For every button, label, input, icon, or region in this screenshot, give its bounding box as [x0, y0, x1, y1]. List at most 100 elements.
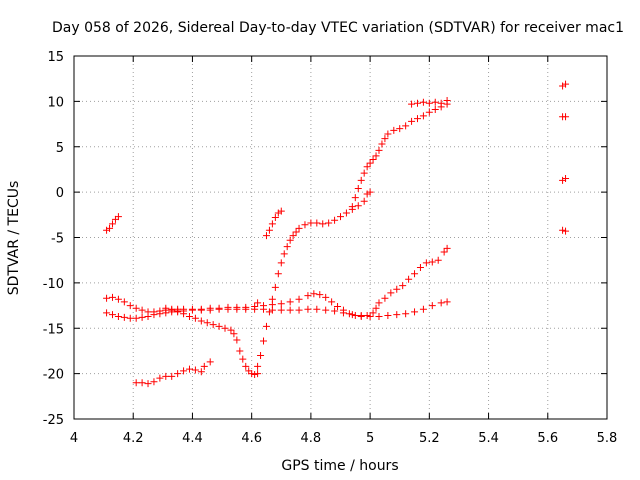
data-point [277, 259, 285, 267]
x-tick-label: 4.6 [241, 431, 262, 446]
data-point [354, 184, 362, 192]
data-point [197, 306, 205, 314]
data-point [348, 311, 356, 319]
y-tick-label: 15 [47, 50, 64, 65]
y-tick-label: -15 [43, 322, 64, 337]
data-point [191, 314, 199, 322]
y-tick-labels: -25 -20 -15 -10 -5 0 5 10 15 [43, 50, 64, 428]
data-point [319, 220, 327, 228]
data-point [191, 366, 199, 374]
data-point [126, 302, 134, 310]
data-point [274, 209, 282, 217]
data-point [419, 98, 427, 106]
data-point [114, 312, 122, 320]
data-point [114, 213, 122, 221]
data-point [197, 317, 205, 325]
data-point [431, 106, 439, 114]
data-point [325, 219, 333, 227]
data-point [375, 299, 383, 307]
data-point [277, 300, 285, 308]
data-point [375, 312, 383, 320]
data-point [369, 155, 377, 163]
series-arc-10 [559, 80, 570, 235]
data-point [162, 372, 170, 380]
x-tick-label: 5.6 [537, 431, 558, 446]
data-point [277, 306, 285, 314]
data-point [215, 322, 223, 330]
data-point [242, 305, 250, 313]
data-point [236, 347, 244, 355]
data-point [120, 298, 128, 306]
data-point [251, 305, 259, 313]
data-point [206, 358, 214, 366]
data-point [372, 152, 380, 160]
data-point [384, 130, 392, 138]
series-arc-5 [132, 358, 214, 388]
data-point [200, 362, 208, 370]
data-point [413, 115, 421, 123]
y-axis-label: SDTVAR / TECUs [6, 181, 22, 296]
data-point [384, 312, 392, 320]
data-point [559, 176, 567, 184]
data-point [381, 294, 389, 302]
data-point [242, 362, 250, 370]
data-point [268, 295, 276, 303]
data-point [286, 236, 294, 244]
data-point [348, 203, 356, 211]
data-point [295, 306, 303, 314]
data-point [156, 374, 164, 382]
data-point [440, 248, 448, 256]
data-point [381, 135, 389, 143]
y-tick-label: -10 [43, 277, 64, 292]
data-point [366, 159, 374, 167]
data-point [203, 319, 211, 327]
data-point [150, 378, 158, 386]
x-tick-label: 5.8 [597, 431, 618, 446]
data-point [411, 270, 419, 278]
data-point [251, 371, 259, 379]
data-point [132, 304, 140, 312]
data-point [405, 275, 413, 283]
data-point [224, 305, 232, 313]
data-point [354, 202, 362, 210]
data-point [363, 190, 371, 198]
data-point [411, 308, 419, 316]
data-point [254, 362, 262, 370]
data-point [233, 336, 241, 344]
data-point [419, 112, 427, 120]
data-point [443, 298, 451, 306]
data-point [387, 289, 395, 297]
data-point [289, 232, 297, 240]
data-point [185, 365, 193, 373]
data-point [108, 311, 116, 319]
data-point [322, 293, 330, 301]
data-point [562, 80, 570, 88]
data-point [443, 244, 451, 252]
data-point [416, 263, 424, 271]
data-point [313, 305, 321, 313]
data-point [357, 312, 365, 320]
data-point [262, 232, 270, 240]
data-point [108, 220, 116, 228]
x-tick-label: 4.2 [123, 431, 144, 446]
data-point [168, 372, 176, 380]
x-tick-label: 5 [366, 431, 374, 446]
data-point [351, 312, 359, 320]
series-arc-8 [348, 100, 451, 211]
data-point [402, 310, 410, 318]
data-point [437, 99, 445, 107]
data-point [331, 216, 339, 224]
data-point [283, 243, 291, 251]
data-point [262, 322, 270, 330]
data-point [209, 321, 217, 329]
data-point [428, 302, 436, 310]
data-point [271, 214, 279, 222]
data-point [419, 305, 427, 313]
data-point [265, 308, 273, 316]
data-point [425, 99, 433, 107]
data-point [292, 228, 300, 236]
data-point [174, 370, 182, 378]
data-point [230, 330, 238, 338]
data-point [150, 311, 158, 319]
data-point [363, 163, 371, 171]
